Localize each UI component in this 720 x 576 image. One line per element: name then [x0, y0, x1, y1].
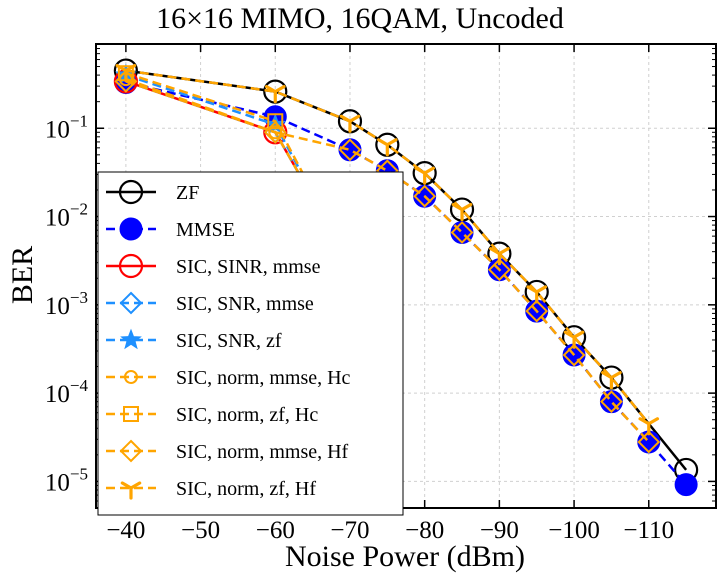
data-point — [562, 343, 586, 367]
data-point — [413, 184, 437, 208]
data-point — [451, 202, 473, 222]
x-tick-label: −90 — [480, 517, 519, 544]
data-point — [119, 439, 143, 463]
y-axis-label: BER — [6, 246, 39, 304]
x-tick-label: −80 — [405, 517, 444, 544]
data-point — [115, 63, 137, 83]
chart-title: 16×16 MIMO, 16QAM, Uncoded — [156, 2, 564, 35]
data-point — [489, 247, 510, 266]
data-point — [267, 113, 284, 130]
data-point — [526, 285, 548, 304]
x-tick-label: −60 — [256, 517, 295, 544]
x-tick-label: −100 — [548, 517, 600, 544]
legend: ZF MMSE SIC, SINR, mmse SIC, SNR, mmse SIC, … — [97, 171, 404, 516]
legend-label: SIC, norm, zf, Hf — [176, 478, 316, 500]
data-point — [414, 166, 435, 185]
legend-label: SIC, norm, zf, Hc — [176, 404, 318, 426]
plot-frame — [95, 43, 717, 509]
y-tick-label: 10−2 — [45, 200, 88, 232]
legend-label: ZF — [176, 182, 199, 204]
legend-label: SIC, norm, mmse, Hf — [176, 441, 349, 463]
data-point — [339, 114, 361, 133]
series-line — [125, 72, 396, 346]
x-tick-label: −40 — [106, 517, 145, 544]
data-point — [120, 481, 142, 500]
data-point — [450, 221, 474, 244]
x-tick-label: −110 — [623, 517, 674, 544]
legend-label: SIC, SNR, mmse — [176, 293, 314, 315]
data-point — [124, 370, 138, 384]
x-tick-label: −50 — [181, 517, 220, 544]
y-tick-label: 10−1 — [45, 111, 88, 143]
data-point — [263, 120, 287, 144]
data-point — [563, 330, 585, 349]
data-point — [118, 253, 144, 279]
x-tick-label: −70 — [330, 517, 369, 544]
data-point — [637, 430, 661, 454]
legend-entry: SIC, SINR, mmse — [106, 253, 321, 279]
legend-entry: SIC, norm, mmse, Hf — [106, 439, 349, 463]
y-tick-label: 10−3 — [45, 288, 88, 320]
legend-entry: SIC, SNR, mmse — [106, 291, 314, 315]
y-tick-label: 10−4 — [45, 376, 89, 408]
data-point — [119, 291, 143, 315]
data-point — [674, 473, 698, 497]
data-point — [119, 217, 143, 241]
data-point — [264, 85, 286, 104]
data-point — [338, 138, 362, 162]
data-point — [338, 138, 362, 162]
legend-label: MMSE — [176, 219, 235, 241]
legend-entry: ZF — [106, 179, 199, 205]
legend-entry: SIC, norm, zf, Hc — [106, 404, 318, 426]
legend-label: SIC, SNR, zf — [176, 330, 282, 352]
data-point — [120, 328, 142, 350]
data-point — [525, 299, 549, 323]
data-point — [118, 179, 144, 205]
series-line — [125, 69, 650, 425]
data-point — [114, 69, 138, 93]
data-point — [377, 138, 398, 157]
y-tick-label: 10−5 — [45, 464, 88, 496]
legend-label: SIC, SINR, mmse — [176, 256, 321, 278]
legend-entry: MMSE — [106, 217, 235, 241]
legend-entry: SIC, SNR, zf — [106, 328, 282, 352]
legend-label: SIC, norm, mmse, Hc — [176, 367, 351, 389]
data-point — [600, 390, 623, 414]
legend-entry: SIC, norm, zf, Hf — [106, 478, 316, 500]
data-point — [123, 406, 139, 422]
data-point — [601, 370, 622, 390]
series — [114, 69, 661, 454]
data-point — [487, 258, 511, 282]
series-line — [125, 80, 650, 443]
legend-entry: SIC, norm, mmse, Hc — [106, 367, 351, 389]
series — [115, 63, 660, 436]
data-point — [638, 417, 660, 436]
x-axis-label: Noise Power (dBm) — [285, 540, 525, 573]
